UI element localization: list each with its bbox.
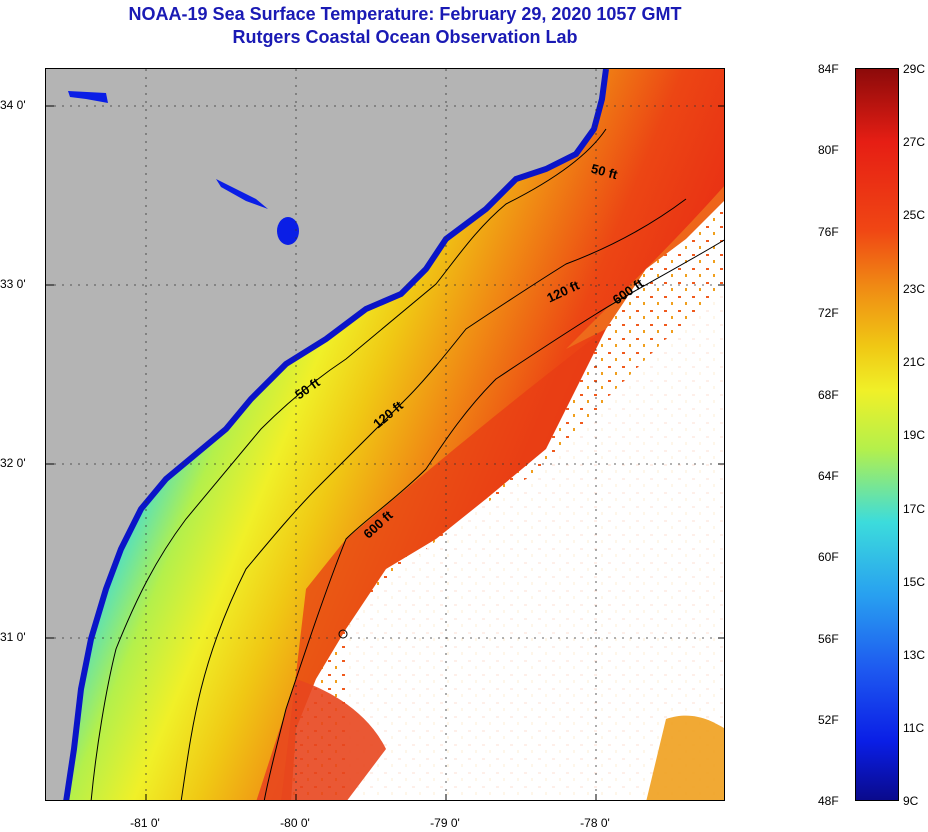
colorbar-c-21: 21C xyxy=(903,355,926,369)
lat-label-33: 33 0' xyxy=(0,277,26,291)
lon-label-78: -78 0' xyxy=(580,816,610,830)
lon-label-81: -81 0' xyxy=(130,816,160,830)
colorbar-c-15: 15C xyxy=(903,575,926,589)
colorbar-f-64: 64F xyxy=(818,469,839,483)
colorbar-f-68: 68F xyxy=(818,388,839,402)
colorbar-f-72: 72F xyxy=(818,306,839,320)
land-mass xyxy=(46,69,606,800)
colorbar-c-9: 9C xyxy=(903,794,919,808)
colorbar-f-84: 84F xyxy=(818,62,839,76)
map-subtitle: Rutgers Coastal Ocean Observation Lab xyxy=(232,27,578,47)
colorbar-f-76: 76F xyxy=(818,225,839,239)
colorbar-f-56: 56F xyxy=(818,632,839,646)
lat-label-34: 34 0' xyxy=(0,98,26,112)
lat-label-32: 32 0' xyxy=(0,456,26,470)
colorbar-f-52: 52F xyxy=(818,713,839,727)
sst-image xyxy=(46,69,724,800)
colorbar-c-13: 13C xyxy=(903,648,926,662)
colorbar-c-25: 25C xyxy=(903,208,926,222)
sst-map: 50 ft 120 ft 600 ft 50 ft 120 ft 600 ft xyxy=(45,68,725,801)
temperature-colorbar xyxy=(855,68,899,801)
colorbar-c-19: 19C xyxy=(903,428,926,442)
colorbar-c-27: 27C xyxy=(903,135,926,149)
colorbar-c-17: 17C xyxy=(903,502,926,516)
lon-label-80: -80 0' xyxy=(280,816,310,830)
lon-label-79: -79 0' xyxy=(430,816,460,830)
colorbar-f-48: 48F xyxy=(818,794,839,808)
lake-marion xyxy=(277,217,299,245)
map-title: NOAA-19 Sea Surface Temperature: Februar… xyxy=(128,4,682,24)
colorbar-c-11: 11C xyxy=(903,721,925,735)
graticule xyxy=(46,69,724,800)
colorbar-f-60: 60F xyxy=(818,550,839,564)
colorbar-f-80: 80F xyxy=(818,143,839,157)
bathymetry-contours xyxy=(90,128,724,800)
colorbar-c-23: 23C xyxy=(903,282,926,296)
lat-label-31: 31 0' xyxy=(0,630,26,644)
colorbar-c-29: 29C xyxy=(903,62,926,76)
